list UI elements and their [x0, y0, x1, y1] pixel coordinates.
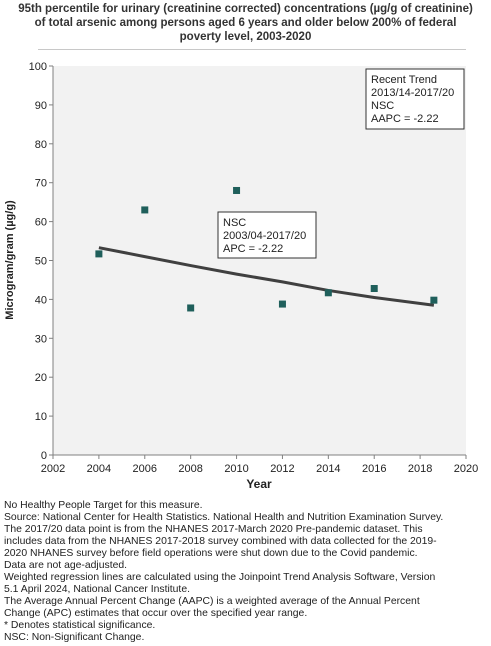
x-tick-label: 2020 [454, 463, 478, 475]
chart-title-line: 95th percentile for urinary (creatinine … [18, 3, 473, 15]
footnote-line: NSC: Non-Significant Change. [4, 632, 145, 643]
x-tick-label: 2002 [41, 463, 65, 475]
y-tick-label: 60 [35, 217, 47, 229]
data-point [187, 304, 195, 312]
data-point [233, 186, 241, 194]
data-point [370, 285, 378, 293]
chart-title-line: poverty level, 2003-2020 [179, 31, 312, 43]
annotation-box [217, 211, 317, 259]
x-tick-label: 2006 [133, 463, 157, 475]
footnote-line: Data are not age-adjusted. [4, 560, 128, 571]
chart-title: 95th percentile for urinary (creatinine … [0, 2, 491, 44]
annotation-line: Recent Trend [371, 74, 437, 86]
footnote-line: The 2017/20 data point is from the NHANE… [4, 524, 423, 535]
data-point [430, 296, 438, 304]
x-tick-label: 2004 [87, 463, 111, 475]
footnote-line: The Average Annual Percent Change (AAPC)… [4, 596, 420, 607]
footnote-line: 5.1 April 2024, National Cancer Institut… [4, 584, 190, 595]
footnote-line: No Healthy People Target for this measur… [4, 500, 203, 511]
x-axis-label: Year [246, 477, 272, 491]
y-axis-label: Microgram/gram (µg/g) [4, 200, 16, 320]
title-divider [38, 49, 466, 50]
annotation-line: 2013/14-2017/20 [371, 87, 454, 99]
annotation-line: AAPC = -2.22 [371, 113, 439, 125]
y-tick-label: 10 [35, 411, 47, 423]
y-tick-label: 90 [35, 100, 47, 112]
y-tick-label: 20 [35, 372, 47, 384]
data-point [324, 289, 332, 297]
footnote-line: Source: National Center for Health Stati… [4, 512, 444, 523]
plot-area [53, 66, 466, 455]
footnote-line: Change (APC) estimates that occur over t… [4, 608, 308, 619]
x-tick-label: 2014 [316, 463, 340, 475]
footnote-line: includes data from the NHANES 2017-2018 … [4, 536, 437, 547]
x-tick-label: 2010 [224, 463, 248, 475]
y-tick-label: 70 [35, 178, 47, 190]
data-point [95, 250, 103, 258]
recent-trend-annotation: Recent Trend 2013/14-2017/20 NSC AAPC = … [365, 68, 465, 130]
y-tick-label: 40 [35, 294, 47, 306]
data-point [141, 206, 149, 214]
y-axis-ticks: 0 10 20 30 40 50 60 70 80 90 100 [29, 61, 53, 462]
x-tick-label: 2012 [270, 463, 294, 475]
annotation-line: NSC [371, 100, 394, 112]
footnotes: No Healthy People Target for this measur… [4, 500, 488, 644]
chart-title-line: of total arsenic among persons aged 6 ye… [34, 17, 457, 29]
annotation-box [365, 68, 465, 130]
footnote-line: 2020 NHANES survey before field operatio… [4, 548, 418, 559]
x-tick-label: 2018 [408, 463, 432, 475]
x-tick-label: 2016 [362, 463, 386, 475]
y-tick-label: 50 [35, 256, 47, 268]
data-points [95, 186, 438, 312]
trend-line [98, 246, 435, 307]
annotation-line: APC = -2.22 [223, 243, 283, 255]
x-axis-ticks: 2002 2004 2006 2008 2010 2012 2014 2016 2018 2020 [41, 455, 478, 475]
annotation-line: 2003/04-2017/20 [223, 230, 306, 242]
y-tick-label: 0 [41, 450, 47, 462]
overall-trend-annotation: NSC 2003/04-2017/20 APC = -2.22 [217, 211, 317, 259]
annotation-line: NSC [223, 217, 246, 229]
footnote-line: * Denotes statistical significance. [4, 620, 156, 631]
y-tick-label: 100 [29, 61, 47, 73]
footnote-line: Weighted regression lines are calculated… [4, 572, 436, 583]
y-tick-label: 30 [35, 333, 47, 345]
data-point [278, 300, 286, 308]
y-tick-label: 80 [35, 139, 47, 151]
x-tick-label: 2008 [178, 463, 202, 475]
